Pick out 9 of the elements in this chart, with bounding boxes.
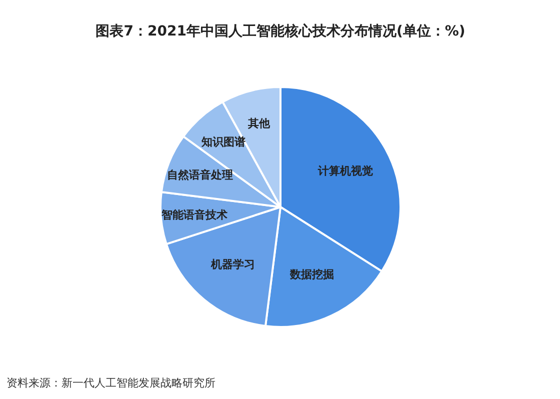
slice-label: 自然语音处理 (167, 168, 234, 182)
slice-label: 数据挖掘 (289, 268, 334, 281)
slice-label: 计算机视觉 (317, 164, 374, 178)
text: 资料来源：新一代人工智能发展战略研究所 (6, 376, 216, 390)
chart-title: 图表7：2021年中国人工智能核心技术分布情况(单位：%) (96, 22, 466, 40)
slice-label: 智能语音技术 (160, 208, 228, 222)
slice-label: 其他 (247, 116, 272, 130)
slice-label: 机器学习 (210, 258, 256, 271)
slice-label: 知识图谱 (200, 136, 246, 149)
